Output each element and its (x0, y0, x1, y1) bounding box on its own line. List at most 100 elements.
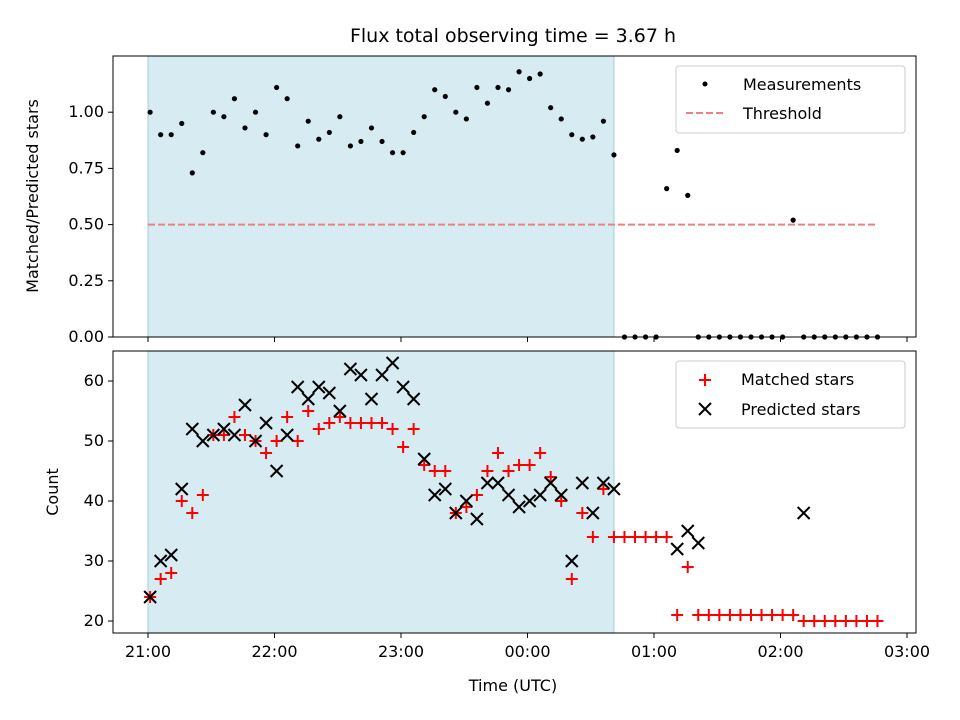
predicted-star-point (575, 476, 590, 490)
measurement-point (358, 138, 364, 145)
measurement-point (179, 120, 185, 127)
measurement-point (252, 109, 259, 115)
predicted-star-point (796, 506, 811, 520)
matched-star-point (470, 489, 483, 501)
ratio-y-tick-label: 0.00 (68, 327, 104, 346)
matched-star-point (744, 609, 757, 621)
ratio-legend-box (675, 65, 906, 134)
predicted-star-point (312, 380, 326, 394)
matched-star-point (513, 459, 526, 471)
matched-star-point (692, 609, 705, 621)
matched-star-point (291, 435, 304, 447)
matched-star-point (344, 417, 357, 429)
measurement-point (664, 186, 670, 192)
measurement-point (674, 147, 680, 154)
legend-measurements-label: Measurements (743, 75, 861, 94)
measurement-point (400, 150, 406, 156)
matched-star-point (597, 483, 610, 495)
matched-star-point (660, 531, 673, 543)
count-plot-axes: 20 30 40 50 60 21:00 22:00 23:00 00:00 01:00 02:00… (84, 350, 930, 661)
predicted-star-point (449, 506, 463, 520)
predicted-star-point (343, 362, 358, 376)
measurement-point (516, 69, 522, 75)
predicted-star-point (185, 422, 199, 436)
predicted-star-point (217, 422, 231, 436)
measurement-point (274, 84, 280, 91)
matched-star-point (681, 561, 694, 573)
ratio-plot (147, 69, 881, 340)
matched-star-point (270, 435, 283, 447)
measurement-point (548, 105, 554, 111)
matched-star-point (702, 609, 715, 621)
predicted-star-point (406, 392, 421, 406)
measurement-point (453, 109, 459, 115)
predicted-star-point (143, 590, 157, 604)
matched-star-point (871, 615, 884, 627)
measurement-point (558, 116, 564, 122)
count-x-tick-label: 00:00 (504, 642, 550, 661)
measurement-point (611, 152, 617, 158)
matched-star-point (260, 447, 273, 459)
matched-star-point (302, 405, 315, 417)
legend-measurements-marker (702, 81, 708, 87)
legend-predicted-marker (698, 402, 712, 416)
measurement-point (221, 114, 227, 120)
matched-star-point (607, 531, 620, 543)
matched-star-point (386, 423, 399, 435)
predicted-star-point (290, 380, 305, 394)
matched-star-point (312, 423, 325, 435)
matched-star-point (397, 441, 410, 453)
matched-star-point (839, 615, 852, 627)
shaded-span-rect (147, 55, 615, 338)
measurement-point (569, 132, 575, 138)
count-x-tick-label: 23:00 (378, 642, 424, 661)
matched-star-point (534, 447, 547, 459)
predicted-star-point (533, 488, 547, 502)
matched-star-point (544, 471, 557, 483)
matched-star-point (376, 417, 389, 429)
x-axis-label: Time (UTC) (468, 676, 557, 695)
count-y-tick-label: 50 (84, 431, 104, 450)
matched-star-point (196, 489, 209, 501)
count-y-axis-label: Count (43, 468, 62, 516)
measurement-point (189, 170, 195, 176)
count-y-tick-label: 60 (84, 371, 104, 390)
predicted-star-point (670, 542, 684, 556)
predicted-star-point (491, 476, 505, 490)
predicted-star-point (417, 452, 431, 466)
matched-star-point (428, 465, 441, 477)
matched-star-point (629, 531, 642, 543)
measurement-point (379, 138, 385, 145)
predicted-star-point (375, 368, 389, 382)
predicted-star-point (428, 488, 442, 502)
measurement-point (347, 143, 353, 149)
measurement-point (147, 109, 153, 115)
predicted-star-point (501, 488, 516, 502)
matched-star-point (186, 507, 199, 519)
predicted-star-point (153, 554, 168, 568)
matched-star-point (734, 609, 747, 621)
measurement-point (210, 109, 216, 115)
ratio-y-tick-label: 0.50 (68, 215, 104, 234)
measurement-point (421, 114, 427, 120)
matched-star-point (650, 531, 663, 543)
predicted-star-point (227, 428, 242, 442)
matched-star-point (850, 615, 863, 627)
matched-star-point (818, 615, 831, 627)
matched-star-point (502, 465, 515, 477)
measurement-point (527, 75, 533, 82)
count-y-tick-label: 40 (84, 491, 104, 510)
predicted-star-point (259, 416, 273, 430)
measurement-point (495, 84, 501, 91)
ratio-y-tick-label: 0.25 (68, 271, 104, 290)
matched-star-point (776, 609, 789, 621)
matched-star-point (586, 531, 599, 543)
matched-star-point (523, 459, 536, 471)
matched-star-point (808, 615, 821, 627)
matched-star-point (175, 495, 188, 507)
count-x-tick-label: 03:00 (884, 642, 930, 661)
ratio-y-tick-label: 0.75 (68, 158, 104, 177)
measurement-point (579, 136, 585, 142)
matched-star-point (481, 465, 494, 477)
